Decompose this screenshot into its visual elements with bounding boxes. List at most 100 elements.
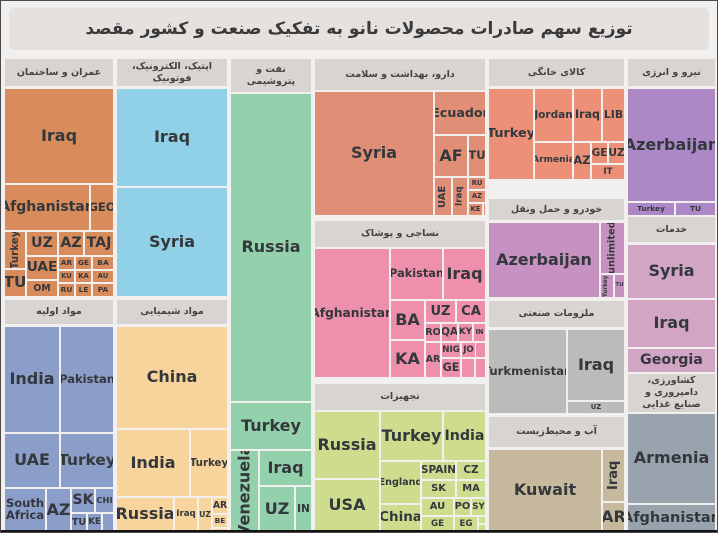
cell-household-goods-jordan[interactable]: Jordan [535, 89, 572, 141]
cell-equipment-cz[interactable]: CZ [457, 462, 485, 479]
cell-chemical-materials-be[interactable]: BE [213, 515, 227, 527]
cell-pharma-health-ke[interactable]: KE [469, 204, 482, 215]
cell-services-iraq[interactable]: Iraq [628, 300, 715, 347]
cell-pharma-health-af[interactable]: AF [435, 136, 467, 176]
cell-raw-materials-tu[interactable]: TU [72, 514, 86, 531]
cell-household-goods-ge[interactable]: GE [592, 143, 607, 163]
cell-pharma-health-az[interactable]: AZ [469, 191, 485, 202]
cell-construction-iraq[interactable]: Iraq [5, 89, 113, 183]
group-header-automotive-transport[interactable]: خودرو و حمل ونقل [489, 199, 624, 220]
cell-textile-apparel-ba[interactable]: BA [391, 301, 424, 339]
cell-textile-apparel-ar[interactable]: AR [426, 343, 440, 377]
cell-raw-materials-ke[interactable]: KE [88, 514, 101, 531]
cell-equipment-ma[interactable]: MA [457, 481, 485, 497]
group-header-construction[interactable]: عمران و ساختمان [5, 59, 113, 86]
group-header-equipment[interactable]: تجهیزات [315, 384, 485, 410]
cell-household-goods-lib[interactable]: LIB [603, 89, 624, 141]
cell-equipment-sk[interactable]: SK [422, 481, 455, 497]
cell-equipment-russia[interactable]: Russia [315, 412, 379, 478]
cell-textile-apparel-blank[interactable] [476, 343, 485, 357]
cell-services-syria[interactable]: Syria [628, 245, 715, 298]
cell-chemical-materials-iraq[interactable]: Iraq [175, 498, 197, 531]
cell-power-energy-tu[interactable]: TU [676, 203, 715, 215]
group-header-optics-electronics-photonics[interactable]: اپتیک، الکترونیک، فوتونیک [117, 59, 227, 86]
cell-pharma-health-syria[interactable]: Syria [315, 92, 433, 215]
cell-pharma-health-ecuador[interactable]: Ecuador [435, 92, 485, 134]
cell-chemical-materials-uz[interactable]: UZ [199, 498, 211, 531]
cell-pharma-health-ru[interactable]: RU [469, 178, 485, 189]
cell-agriculture-food-armenia[interactable]: Armenia [628, 414, 715, 503]
cell-automotive-transport-turkey[interactable]: Turkey [601, 275, 613, 297]
cell-water-environment-iraq[interactable]: Iraq [603, 450, 624, 501]
cell-household-goods-iraq[interactable]: Iraq [574, 89, 601, 141]
cell-equipment-sy[interactable]: SY [472, 499, 485, 515]
cell-household-goods-turkey[interactable]: Turkey [489, 89, 533, 179]
cell-equipment-po[interactable]: PO [455, 499, 470, 515]
cell-automotive-transport-tu[interactable]: TU [615, 275, 624, 297]
cell-textile-apparel-in[interactable]: IN [474, 324, 485, 341]
cell-equipment-eg[interactable]: EG [455, 517, 477, 531]
cell-construction-ru[interactable]: RU [59, 284, 74, 296]
group-header-chemical-materials[interactable]: مواد شیمیایی [117, 300, 227, 324]
cell-agriculture-food-afghanistan[interactable]: Afghanistan [628, 505, 715, 531]
cell-equipment-usa[interactable]: USA [315, 480, 379, 531]
cell-oil-petrochemical-iraq[interactable]: Iraq [260, 451, 311, 485]
cell-industrial-supplies-iraq[interactable]: Iraq [568, 330, 624, 400]
cell-pharma-health-tu[interactable]: TU [469, 136, 485, 176]
cell-textile-apparel-uz[interactable]: UZ [426, 301, 455, 322]
cell-textile-apparel-pakistan[interactable]: Pakistan [391, 249, 442, 299]
cell-equipment-au[interactable]: AU [422, 499, 453, 515]
cell-equipment-blank[interactable] [479, 525, 485, 531]
group-header-water-environment[interactable]: آب و محیط‌زیست [489, 417, 624, 447]
group-header-household-goods[interactable]: کالای خانگی [489, 59, 624, 86]
cell-construction-turkey[interactable]: Turkey [5, 232, 25, 268]
cell-construction-geo[interactable]: GEO [91, 185, 113, 230]
cell-raw-materials-india[interactable]: India [5, 327, 59, 432]
cell-construction-ku[interactable]: KU [59, 271, 74, 282]
cell-construction-le[interactable]: LE [76, 284, 91, 296]
cell-construction-au[interactable]: AU [93, 271, 113, 282]
cell-water-environment-ar[interactable]: AR [603, 503, 624, 531]
group-header-services[interactable]: خدمات [628, 217, 715, 242]
cell-power-energy-turkey[interactable]: Turkey [628, 203, 674, 215]
cell-raw-materials-turkey[interactable]: Turkey [61, 434, 113, 487]
cell-textile-apparel-blank[interactable] [476, 359, 485, 377]
cell-chemical-materials-russia[interactable]: Russia [117, 498, 173, 531]
cell-power-energy-azerbaijan[interactable]: Azerbaijan [628, 89, 715, 201]
cell-textile-apparel-ka[interactable]: KA [391, 341, 424, 377]
cell-construction-tu[interactable]: TU [5, 270, 25, 296]
cell-oil-petrochemical-turkey[interactable]: Turkey [231, 403, 311, 449]
cell-equipment-spain[interactable]: SPAIN [422, 462, 455, 479]
cell-household-goods-uz[interactable]: UZ [609, 143, 624, 163]
cell-chemical-materials-ar[interactable]: AR [213, 498, 227, 513]
cell-automotive-transport-azerbaijan[interactable]: Azerbaijan [489, 223, 599, 297]
cell-automotive-transport-unlimited[interactable]: unlimited [601, 223, 624, 273]
cell-textile-apparel-afghanistan[interactable]: Afghanistan [315, 249, 389, 377]
cell-household-goods-it[interactable]: IT [592, 165, 624, 179]
cell-textile-apparel-nig[interactable]: NIG [442, 343, 460, 357]
cell-chemical-materials-china[interactable]: China [117, 327, 227, 428]
group-header-textile-apparel[interactable]: نساجی و پوشاک [315, 221, 485, 247]
cell-construction-ar[interactable]: AR [59, 257, 74, 269]
cell-textile-apparel-qa[interactable]: QA [442, 324, 457, 341]
cell-oil-petrochemical-in[interactable]: IN [296, 487, 311, 531]
cell-textile-apparel-jo[interactable]: JO [462, 343, 475, 357]
cell-household-goods-az[interactable]: AZ [574, 143, 590, 179]
cell-oil-petrochemical-russia[interactable]: Russia [231, 94, 311, 401]
group-header-oil-petrochemical[interactable]: نفت و پتروشیمی [231, 59, 311, 92]
cell-pharma-health-iraq[interactable]: Iraq [453, 178, 467, 215]
cell-construction-pa[interactable]: PA [93, 284, 113, 296]
cell-optics-electronics-photonics-iraq[interactable]: Iraq [117, 89, 227, 186]
group-header-pharma-health[interactable]: دارو، بهداشت و سلامت [315, 59, 485, 90]
cell-chemical-materials-india[interactable]: India [117, 430, 189, 496]
cell-pharma-health-blank[interactable] [484, 204, 485, 215]
cell-textile-apparel-ge[interactable]: GE [442, 359, 460, 377]
cell-raw-materials-south-africa[interactable]: South Africa [5, 489, 45, 531]
cell-equipment-blank[interactable] [479, 517, 485, 523]
cell-construction-ka[interactable]: KA [76, 271, 91, 282]
cell-oil-petrochemical-venezuela[interactable]: Venezuela [231, 451, 258, 531]
cell-textile-apparel-ky[interactable]: KY [459, 324, 472, 341]
cell-equipment-turkey[interactable]: Turkey [381, 412, 442, 460]
cell-industrial-supplies-uz[interactable]: UZ [568, 402, 624, 413]
cell-equipment-india[interactable]: India [444, 412, 485, 460]
